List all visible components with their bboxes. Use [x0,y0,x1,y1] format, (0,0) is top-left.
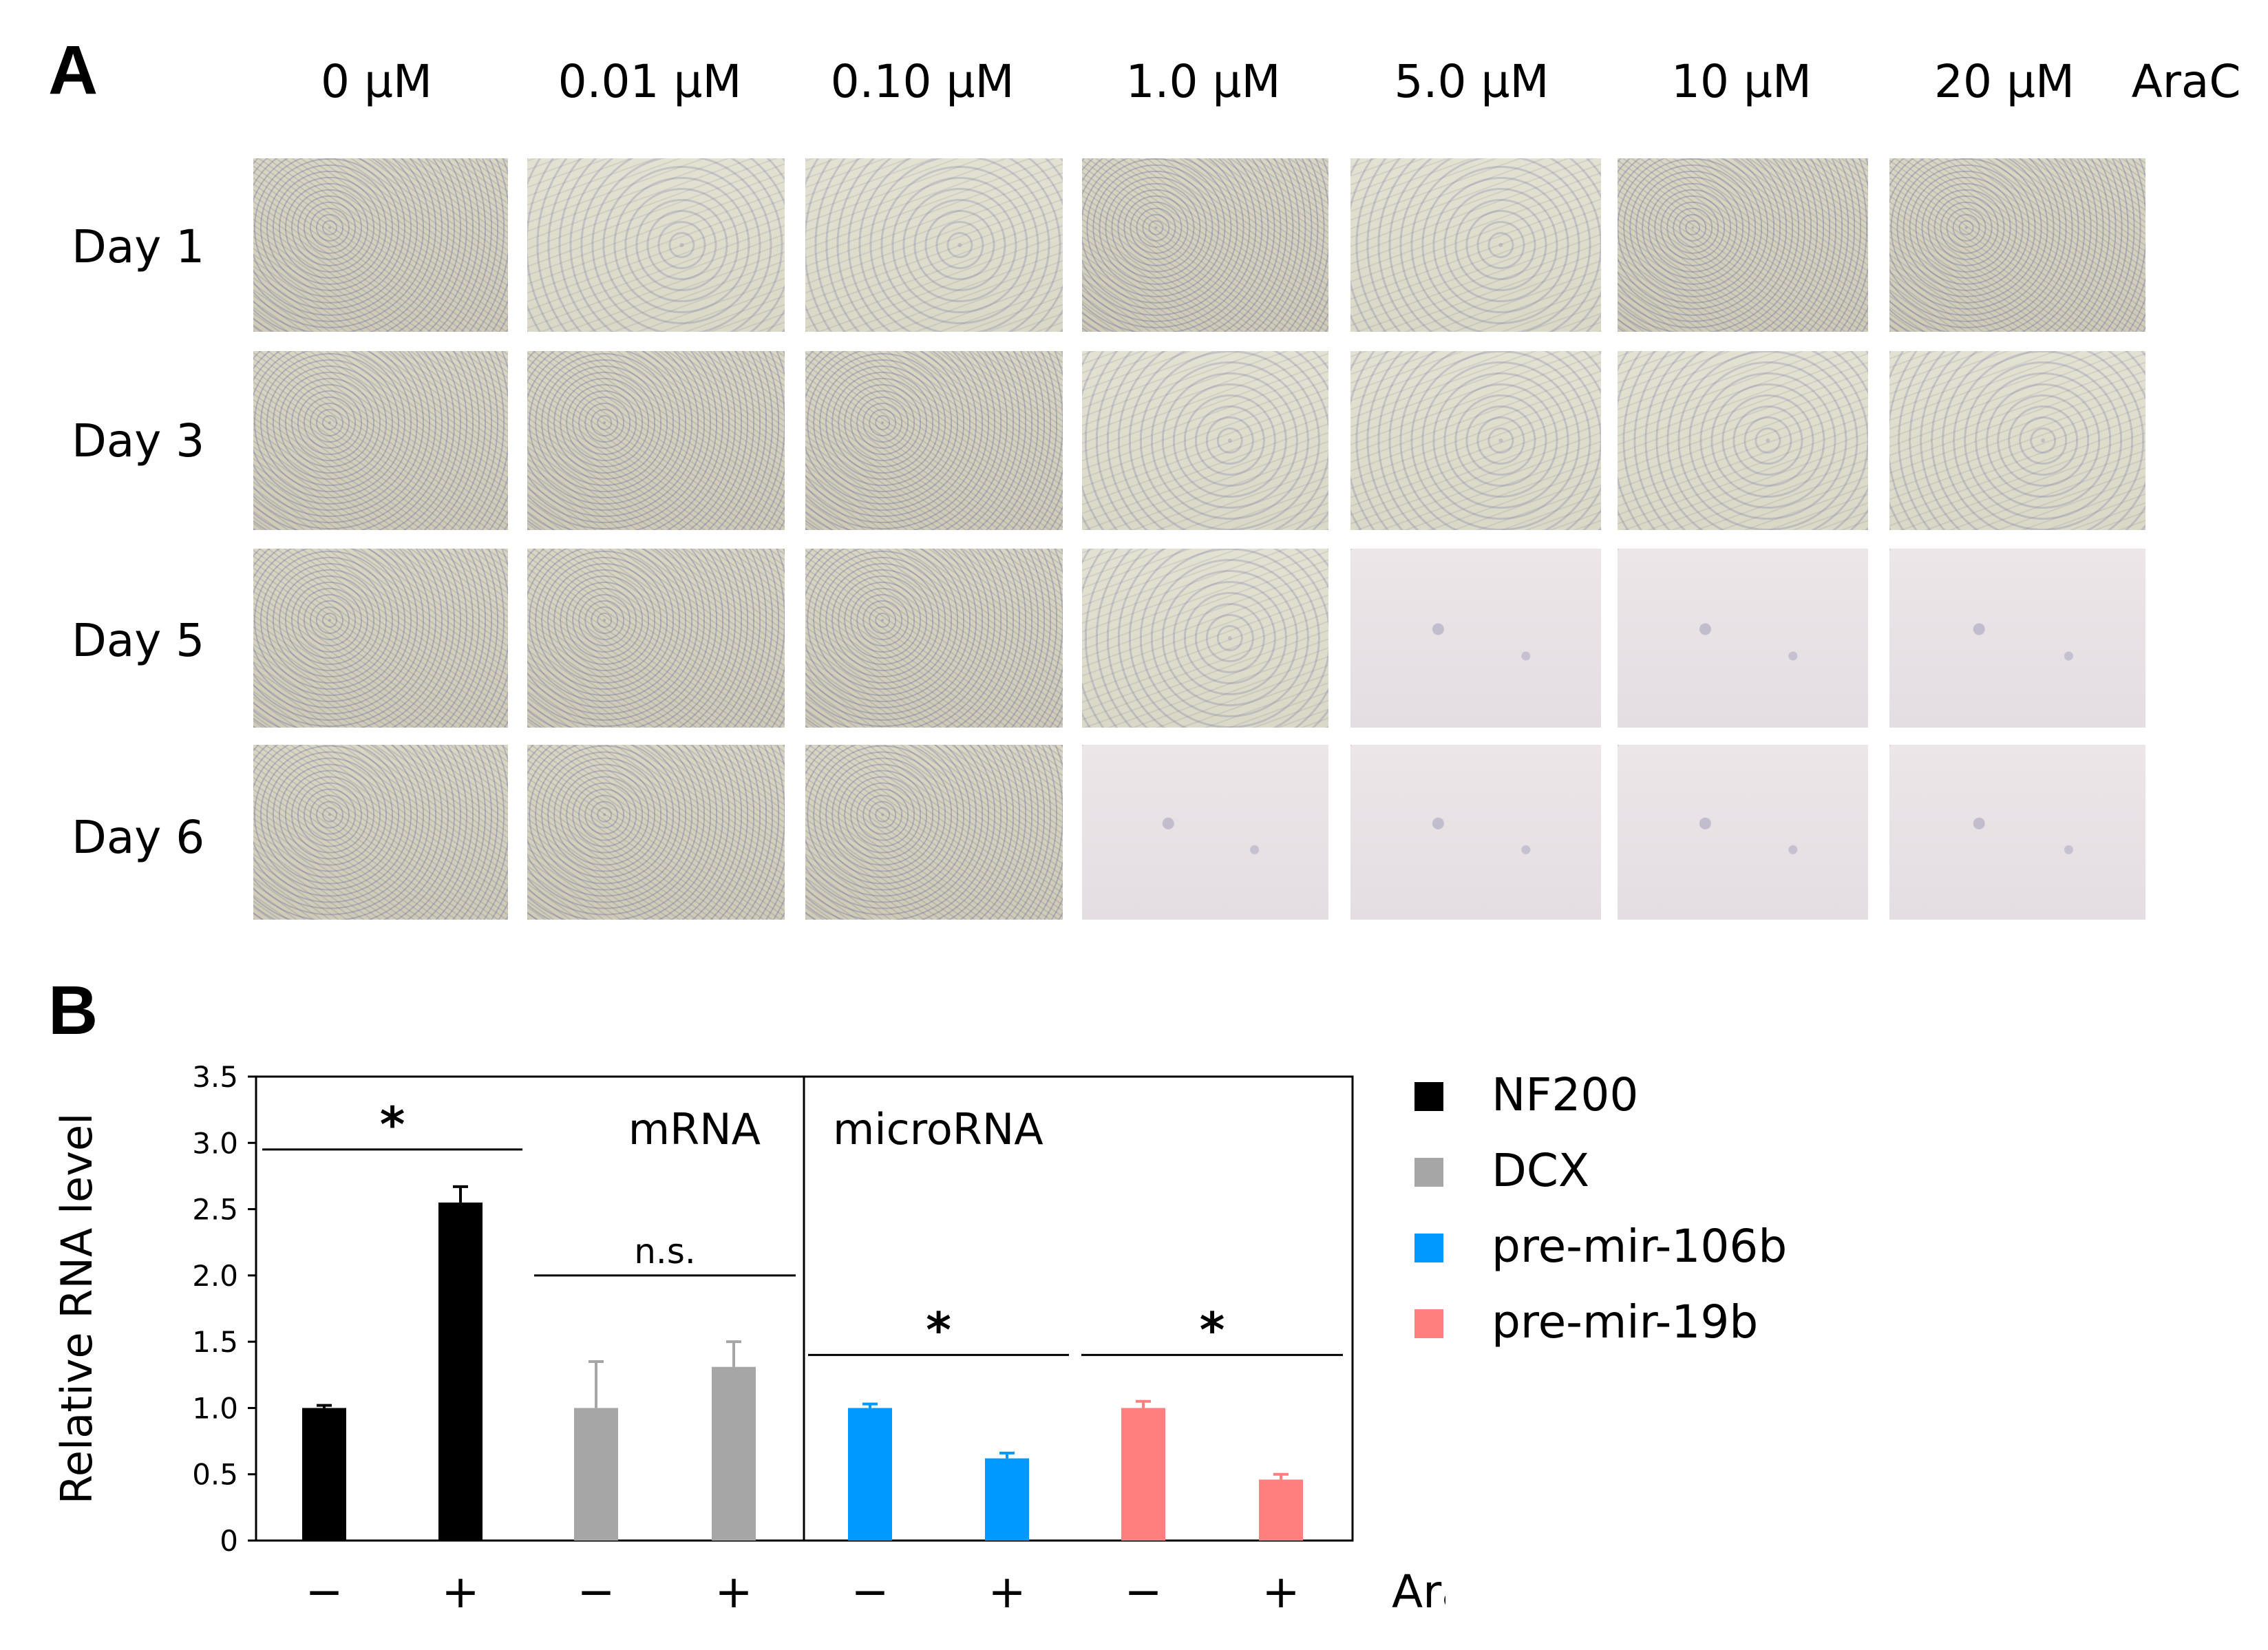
micrograph-r1-c5 [1350,158,1601,332]
x-category-label: − [305,1565,343,1618]
significance-star: * [380,1097,405,1153]
column-header-2: 0.10 µM [830,55,1015,108]
micrograph-r2-c7 [1889,351,2145,530]
micrograph-r1-c3 [805,158,1063,332]
column-header-3: 1.0 µM [1125,55,1281,108]
column-header-4: 5.0 µM [1394,55,1549,108]
micrograph-r3-c6 [1618,549,1868,728]
bar-pre-mir-106b-plus [985,1458,1029,1541]
legend-label-pre-mir-19b: pre-mir-19b [1492,1295,1759,1348]
micrograph-r4-c5 [1350,745,1601,920]
legend-label-dcx: DCX [1492,1144,1590,1197]
micrograph-r4-c6 [1618,745,1868,920]
bar-dcx-minus [574,1408,618,1541]
y-tick-label: 1.5 [192,1325,238,1359]
micrograph-r3-c7 [1889,549,2145,728]
y-tick-label: 0 [220,1524,238,1558]
legend-swatch-pre-mir-106b [1414,1234,1443,1262]
x-axis-label: AraC [1392,1565,1445,1618]
micrograph-r4-c1 [253,745,508,920]
y-axis-label: Relative RNA level [52,1113,102,1505]
legend-label-pre-mir-106b: pre-mir-106b [1492,1220,1788,1273]
legend-label-nf200: NF200 [1492,1068,1639,1121]
micrograph-r3-c4 [1082,549,1328,728]
micrograph-r1-c6 [1618,158,1868,332]
bar-chart: 0 0.5 1.0 1.5 2.0 2.5 3.0 3.5 Relative RNA level… [52,1060,1445,1618]
x-category-label: + [714,1565,752,1618]
micrograph-r4-c2 [527,745,785,920]
micrograph-r2-c4 [1082,351,1328,530]
micrograph-r2-c2 [527,351,785,530]
panel-b-label: B [48,972,98,1049]
micrograph-r4-c4 [1082,745,1328,920]
bar-nf200-minus [302,1408,346,1541]
micrograph-r1-c2 [527,158,785,332]
significance-ns: n.s. [634,1231,696,1271]
x-category-label: + [1262,1565,1300,1618]
column-header-0: 0 µM [321,55,432,108]
y-tick-label: 3.5 [192,1060,238,1094]
legend-swatch-nf200 [1414,1082,1443,1111]
micrograph-r2-c3 [805,351,1063,530]
column-header-6: 20 µM [1934,55,2075,108]
y-tick-label: 0.5 [192,1458,238,1492]
micrograph-r1-c7 [1889,158,2145,332]
y-tick-label: 1.0 [192,1391,238,1425]
bar-pre-mir-106b-minus [848,1408,892,1541]
section-label-mrna: mRNA [628,1104,761,1154]
bar-nf200-plus [438,1202,483,1541]
panel-a-label: A [48,32,98,109]
micrograph-r4-c7 [1889,745,2145,920]
micrograph-r3-c2 [527,549,785,728]
micrograph-r3-c3 [805,549,1063,728]
x-category-label: − [1124,1565,1162,1618]
x-category-label: − [851,1565,889,1618]
micrograph-r3-c1 [253,549,508,728]
x-category-label: − [577,1565,615,1618]
row-header-day-5: Day 5 [72,614,205,667]
row-header-day-6: Day 6 [72,811,205,864]
significance-star: * [926,1302,951,1358]
bar-pre-mir-19b-minus [1121,1408,1165,1541]
legend-swatch-pre-mir-19b [1414,1309,1443,1338]
micrograph-r1-c4 [1082,158,1328,332]
micrograph-r4-c3 [805,745,1063,920]
column-header-5: 10 µM [1671,55,1812,108]
x-category-label: + [441,1565,479,1618]
araC-column-label: AraC [2131,55,2241,108]
legend-swatch-dcx [1414,1158,1443,1187]
x-category-label: + [988,1565,1026,1618]
micrograph-r2-c5 [1350,351,1601,530]
significance-star: * [1200,1302,1225,1358]
micrograph-r3-c5 [1350,549,1601,728]
y-tick-label: 3.0 [192,1126,238,1160]
micrograph-r2-c6 [1618,351,1868,530]
section-label-microrna: microRNA [833,1104,1043,1154]
row-header-day-3: Day 3 [72,414,205,467]
y-tick-label: 2.5 [192,1193,238,1227]
micrograph-r2-c1 [253,351,508,530]
micrograph-r1-c1 [253,158,508,332]
bar-pre-mir-19b-plus [1259,1479,1303,1541]
row-header-day-1: Day 1 [72,220,205,273]
column-header-1: 0.01 µM [558,55,742,108]
y-tick-label: 2.0 [192,1259,238,1293]
bar-dcx-plus [712,1366,756,1541]
